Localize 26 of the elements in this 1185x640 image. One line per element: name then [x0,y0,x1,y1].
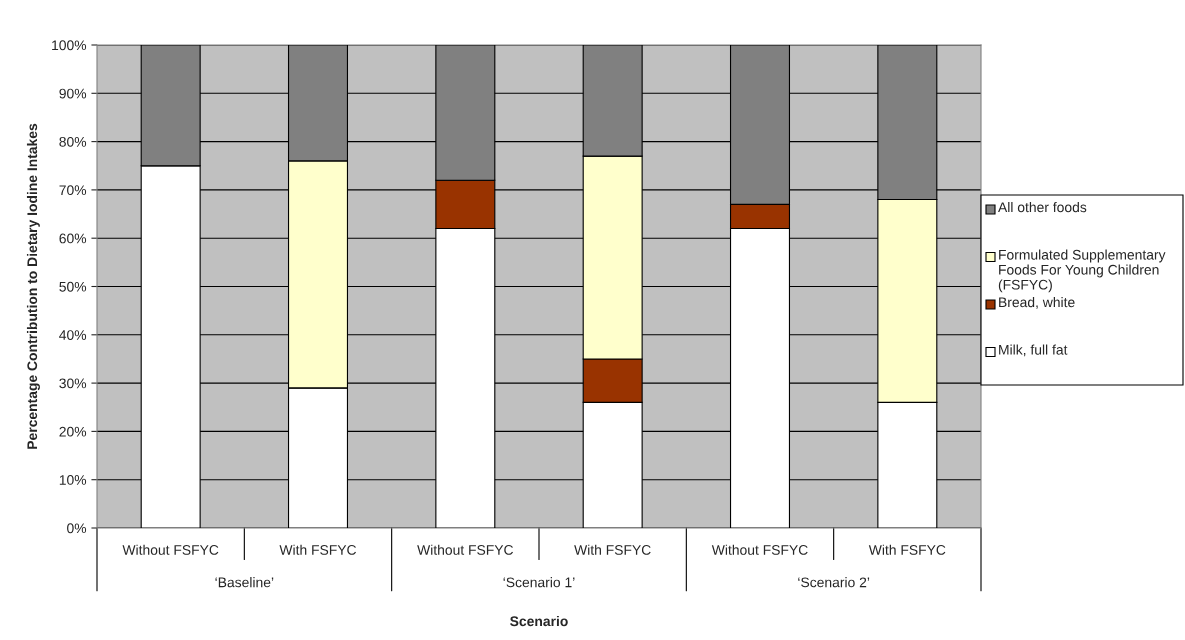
y-tick-label: 30% [59,378,87,389]
y-tick-label: 100% [52,40,87,51]
y-tick-label: 40% [59,330,87,340]
x-tick-label: With FSFYC [279,544,357,555]
x-axis-title: Scenario [510,615,568,627]
text: ‘Scenario 2’ [798,577,870,588]
x-tick-label: Without FSFYC [122,544,219,555]
y-axis-title: Percentage Contribution to Dietary Iodine Intakes [26,123,40,449]
legend-label: Milk, full fat [999,344,1068,357]
y-tick-label: 50% [59,281,87,292]
legend-label: Formulated Supplementary Foods For Young Children (FSFYC) [998,249,1166,293]
y-tick-label: 90% [59,88,87,99]
y-tick-label: 10% [59,475,87,485]
legend-label: All other foods [998,202,1087,213]
y-tick-label: 80% [59,136,87,147]
y-tick-label: 70% [59,185,87,196]
y-tick-label: 60% [59,233,87,244]
y-tick-label: 0% [67,523,87,534]
x-tick-label: With FSFYC [868,544,946,555]
x-tick-label: Without FSFYC [711,544,808,555]
x-tick-label: With FSFYC [574,544,651,555]
text: ‘Scenario 1’ [503,577,575,588]
text: ‘Baseline’ [215,577,274,588]
x-tick-label: Without FSFYC [417,544,514,555]
legend-label: Bread, white [999,297,1075,309]
y-tick-label: 20% [59,426,87,437]
